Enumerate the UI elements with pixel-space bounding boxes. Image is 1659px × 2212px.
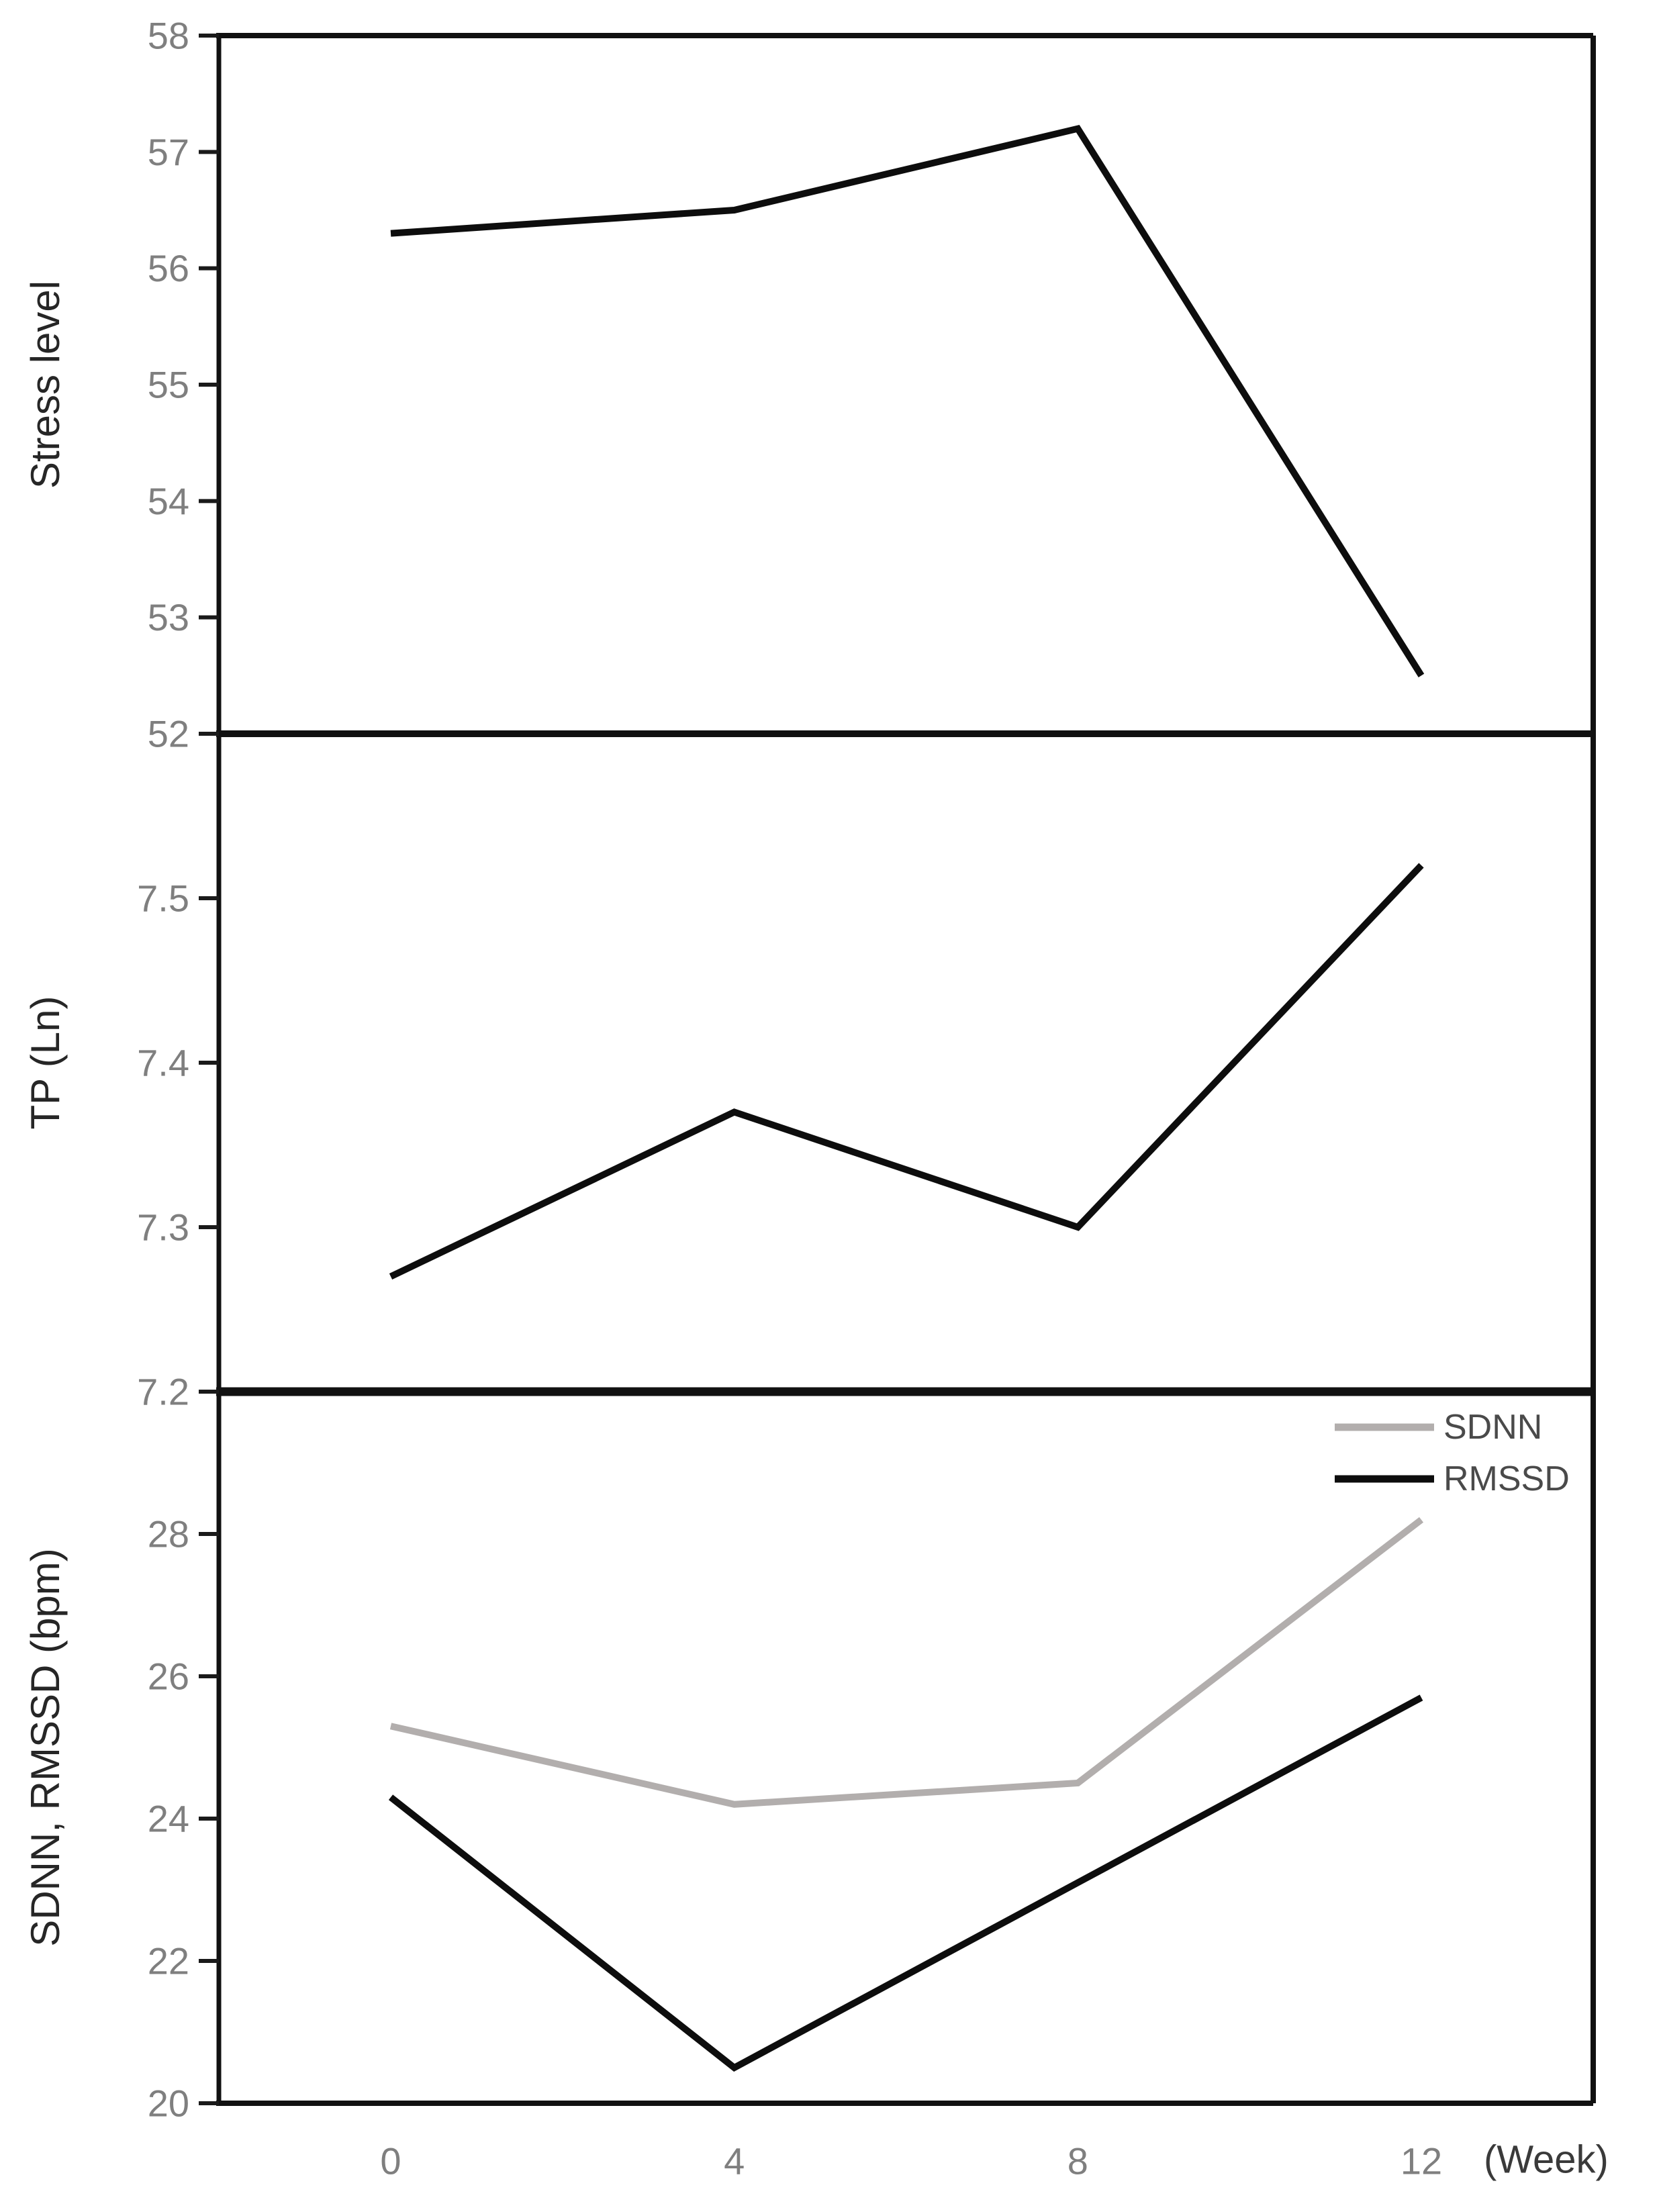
y-tick-label: 20 [148, 2082, 189, 2125]
x-tick-label: 8 [1068, 2140, 1088, 2182]
series-lines-group [388, 124, 1425, 2072]
y-axis-title-stress: Stress level [23, 281, 68, 489]
y-tick-label: 54 [148, 480, 189, 522]
series-line-sdnn [389, 1517, 1424, 1808]
x-tick-label: 0 [380, 2140, 401, 2182]
legend-label-sdnn: SDNN [1443, 1408, 1542, 1447]
y-tick-label: 7.2 [137, 1371, 189, 1413]
x-tick-label: 4 [724, 2140, 745, 2182]
y-tick-label: 24 [148, 1798, 189, 1840]
y-tick-label: 26 [148, 1655, 189, 1698]
series-line-rmssd [388, 1694, 1423, 2072]
x-axis-unit-label: (Week) [1484, 2138, 1609, 2182]
y-tick-label: 53 [148, 596, 189, 638]
y-tick-label: 7.3 [137, 1206, 189, 1249]
y-tick-label: 56 [148, 247, 189, 289]
y-axis-title-hrv: SDNN, RMSSD (bpm) [23, 1548, 68, 1946]
legend-label-rmssd: RMSSD [1443, 1459, 1570, 1498]
y-tick-label: 7.4 [137, 1042, 189, 1084]
x-tick-labels-group: 0 4 8 12 [380, 2140, 1442, 2182]
y-axis-title-tp: TP (Ln) [23, 996, 68, 1130]
series-line-stress-level [390, 124, 1425, 677]
y-tick-label: 52 [148, 713, 189, 755]
y-tick-label: 28 [148, 1513, 189, 1555]
x-tick-label: 12 [1401, 2140, 1442, 2182]
y-tick-label: 58 [148, 15, 189, 57]
y-ticks-group: 58 57 56 55 54 53 52 7.5 7.4 7.3 7.2 28 26 24 22 20 [137, 15, 219, 2125]
series-line-tp-ln- [389, 863, 1424, 1280]
y-tick-label: 55 [148, 364, 189, 406]
y-tick-label: 57 [148, 131, 189, 173]
legend-swatches-group [1335, 1423, 1434, 1483]
y-tick-label: 22 [148, 1940, 189, 1982]
y-tick-label: 7.5 [137, 877, 189, 920]
